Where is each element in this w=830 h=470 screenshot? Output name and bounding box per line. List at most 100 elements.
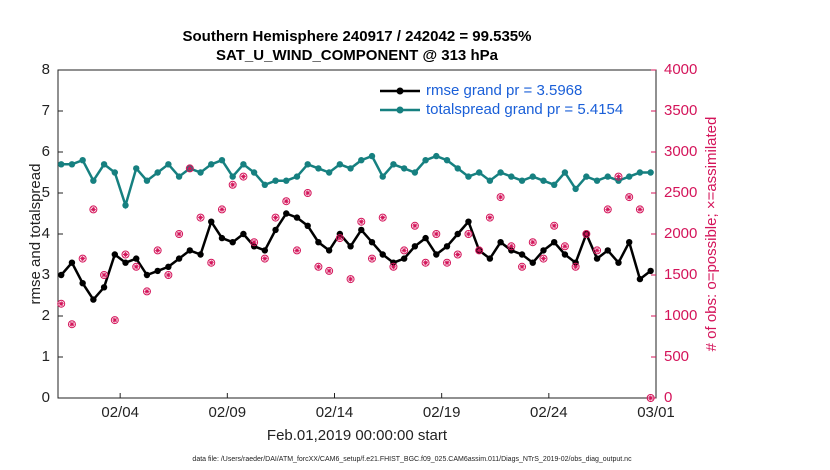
obs-marker (185, 164, 194, 173)
y-tick-label: 0 (42, 389, 50, 406)
series-marker (111, 169, 118, 176)
obs-circle (303, 189, 312, 197)
obs-marker (78, 254, 87, 263)
obs-circle (593, 246, 602, 255)
obs-marker (314, 262, 323, 271)
series-marker (400, 165, 408, 172)
obs-marker (335, 234, 344, 243)
obs-marker (496, 193, 505, 202)
series-marker (154, 267, 161, 275)
obs-marker (67, 320, 76, 329)
obs-circle (185, 164, 194, 173)
obs-circle (164, 271, 173, 279)
series-marker (315, 239, 322, 246)
series-marker (647, 169, 654, 176)
obs-cross (626, 194, 632, 200)
obs-cross (562, 243, 568, 249)
obs-marker (132, 262, 141, 271)
obs-cross (380, 215, 386, 221)
series-marker (486, 177, 494, 184)
obs-circle (507, 242, 516, 251)
legend-label: totalspread grand pr = 5.4154 (426, 101, 623, 118)
series-marker (272, 226, 279, 234)
obs-marker (228, 180, 237, 189)
series-marker (197, 251, 204, 258)
series-marker (358, 157, 365, 164)
obs-marker (550, 221, 559, 230)
obs-marker (207, 258, 216, 267)
y2-tick-label: 500 (664, 348, 689, 365)
obs-marker (560, 242, 569, 251)
footnote: data file: /Users/raeder/DAI/ATM_forcXX/… (192, 456, 632, 463)
series-marker (358, 226, 365, 234)
obs-circle (325, 266, 334, 275)
obs-marker (464, 230, 473, 238)
series-marker (475, 169, 483, 176)
obs-marker (239, 172, 248, 181)
x-tick-label: 02/19 (423, 404, 461, 421)
y-tick-label: 7 (42, 102, 50, 119)
series-marker (390, 259, 397, 266)
obs-circle (614, 172, 623, 181)
obs-marker (357, 217, 366, 226)
series-marker (143, 177, 151, 184)
obs-circle (217, 205, 226, 214)
series-marker (540, 247, 547, 254)
series-marker (422, 157, 429, 164)
series-marker (604, 247, 611, 254)
obs-cross (583, 231, 589, 237)
series-marker (615, 259, 622, 266)
obs-circle (496, 193, 505, 202)
chart-title: Southern Hemisphere 240917 / 242042 = 99… (183, 28, 532, 45)
series-marker (529, 259, 536, 266)
series-marker (347, 243, 354, 250)
series-line (60, 211, 652, 302)
obs-cross (58, 301, 64, 307)
obs-circle (207, 258, 216, 267)
obs-cross (230, 182, 236, 188)
obs-cross (519, 264, 525, 270)
x-tick-label: 02/24 (530, 404, 568, 421)
x-axis-label: Feb.01,2019 00:00:00 start (267, 427, 448, 444)
y2-tick-label: 1500 (664, 266, 697, 283)
obs-cross (294, 247, 300, 253)
series-marker (454, 165, 461, 172)
series-marker (636, 169, 644, 176)
obs-marker (410, 221, 419, 230)
series-marker (518, 251, 526, 258)
series-marker (272, 177, 279, 184)
series-marker (325, 169, 333, 176)
obs-cross (326, 268, 332, 274)
obs-cross (187, 165, 193, 171)
series-marker (79, 280, 86, 287)
series-marker (529, 173, 536, 180)
series-marker (250, 169, 258, 176)
chart-subtitle: SAT_U_WIND_COMPONENT @ 313 hPa (216, 47, 499, 64)
obs-circle (550, 221, 559, 230)
series-marker (283, 210, 290, 217)
obs-circle (518, 262, 527, 271)
series-marker (218, 157, 226, 164)
series-marker (58, 161, 65, 168)
series-marker (165, 161, 172, 168)
series-marker (486, 255, 494, 262)
series-marker (218, 234, 226, 242)
obs-marker (142, 287, 151, 296)
obs-marker (325, 266, 334, 275)
series-marker (561, 251, 569, 258)
obs-marker (89, 205, 98, 214)
series-marker (433, 251, 440, 258)
obs-circle (539, 254, 548, 263)
obs-circle (250, 238, 259, 247)
series-marker (550, 181, 558, 188)
obs-marker (250, 238, 259, 247)
series-marker (122, 259, 129, 266)
series-marker (561, 169, 569, 176)
series-marker (293, 173, 301, 180)
series-marker (465, 173, 472, 180)
series-marker (90, 296, 97, 303)
obs-circle (89, 205, 98, 214)
obs-cross (219, 206, 225, 212)
obs-marker (635, 205, 644, 214)
obs-marker (303, 189, 312, 197)
